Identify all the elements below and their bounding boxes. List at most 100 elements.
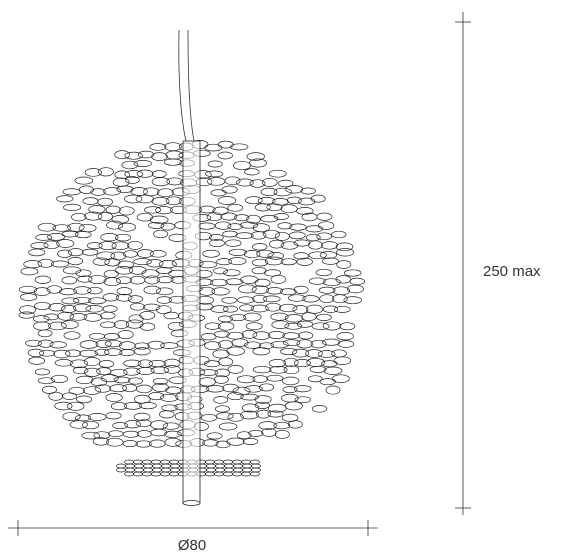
shade-cell bbox=[139, 311, 156, 320]
shade-cell bbox=[69, 420, 88, 429]
shade-cell bbox=[339, 322, 356, 331]
shade-cell bbox=[28, 248, 46, 257]
shade-cell bbox=[81, 431, 101, 440]
pendant-lamp bbox=[18, 29, 365, 506]
shade-cell bbox=[202, 439, 219, 447]
base-cell bbox=[251, 467, 261, 473]
shade-cell bbox=[244, 196, 263, 205]
shade-cell bbox=[316, 313, 332, 321]
shade-cell bbox=[215, 412, 234, 420]
shade-cell bbox=[264, 269, 282, 277]
shade-cell bbox=[73, 303, 92, 313]
base-cell bbox=[232, 459, 242, 465]
shade-cell bbox=[288, 294, 306, 302]
shade-cell bbox=[309, 365, 327, 373]
base-cell bbox=[124, 459, 134, 465]
shade-cell bbox=[151, 170, 167, 178]
base-cell bbox=[143, 467, 153, 473]
shade-cell bbox=[239, 304, 255, 312]
shade-cell bbox=[73, 286, 92, 295]
shade-cell bbox=[144, 206, 162, 214]
shade-cell bbox=[214, 330, 230, 338]
shade-cell bbox=[252, 375, 268, 383]
diameter-label: Ø80 bbox=[178, 537, 206, 554]
shade-cell bbox=[209, 239, 225, 248]
shade-cell bbox=[215, 440, 231, 449]
shade-cell bbox=[281, 376, 300, 386]
shade-cell bbox=[335, 275, 352, 284]
shade-cell bbox=[296, 207, 314, 215]
shade-cell bbox=[332, 286, 350, 296]
shade-cell bbox=[137, 359, 153, 368]
shade-cell bbox=[254, 401, 270, 409]
base-cell bbox=[134, 467, 144, 473]
shade-cell bbox=[319, 251, 338, 259]
shade-cell bbox=[32, 315, 50, 323]
shade-cell bbox=[82, 386, 102, 395]
shade-cell bbox=[67, 248, 84, 257]
shade-cell bbox=[252, 347, 271, 356]
shade-cell bbox=[305, 349, 323, 358]
shade-cell bbox=[61, 305, 77, 314]
shade-cell bbox=[273, 213, 289, 220]
shade-cell bbox=[283, 357, 299, 367]
shade-cell bbox=[323, 366, 343, 375]
shade-cell bbox=[88, 274, 107, 285]
shade-cell bbox=[218, 422, 238, 431]
shade-cell bbox=[251, 258, 269, 267]
shade-cell bbox=[130, 187, 148, 196]
base-cell bbox=[206, 467, 216, 473]
shade-cell bbox=[52, 224, 72, 232]
shade-cell bbox=[349, 277, 365, 286]
shade-cell bbox=[310, 194, 326, 203]
shade-cell bbox=[200, 333, 217, 341]
shade-cell bbox=[221, 185, 238, 194]
shade-cell bbox=[85, 305, 104, 313]
shade-cell bbox=[114, 150, 130, 160]
shade-cell bbox=[202, 249, 220, 258]
shade-cell bbox=[43, 313, 59, 321]
shade-cell bbox=[270, 274, 287, 284]
shade-cell bbox=[106, 437, 124, 447]
shade-cell bbox=[238, 284, 257, 294]
shade-cell bbox=[318, 286, 336, 294]
shade-cell bbox=[336, 248, 355, 257]
shade-cell bbox=[54, 401, 73, 411]
shade-cell bbox=[232, 160, 252, 171]
shade-cell bbox=[284, 314, 304, 323]
shade-cell bbox=[270, 312, 289, 321]
base-cell bbox=[224, 467, 234, 473]
base-cell bbox=[151, 471, 161, 477]
shade-cell bbox=[136, 367, 155, 375]
shade-cell bbox=[79, 340, 99, 349]
base-cell bbox=[215, 467, 225, 473]
shade-cell bbox=[57, 311, 74, 321]
shade-cell bbox=[229, 313, 247, 322]
shade-cell bbox=[102, 293, 119, 302]
shade-cell bbox=[271, 320, 290, 329]
shade-cell bbox=[164, 437, 182, 447]
base-cell bbox=[169, 459, 179, 465]
shade-cell bbox=[143, 285, 161, 295]
shade-cell bbox=[217, 140, 234, 149]
shade-cell bbox=[127, 240, 143, 250]
shade-cell bbox=[122, 440, 138, 448]
shade-cell bbox=[74, 176, 94, 185]
shade-cell bbox=[277, 222, 293, 230]
shade-cell bbox=[27, 348, 45, 358]
shade-cell bbox=[225, 278, 244, 286]
shade-cell bbox=[18, 285, 38, 294]
shade-cell bbox=[308, 277, 326, 285]
shade-cell bbox=[41, 385, 57, 394]
shade-cell bbox=[125, 176, 140, 184]
shade-cell bbox=[34, 368, 50, 376]
shade-cell bbox=[319, 378, 336, 386]
shade-cell bbox=[274, 429, 290, 439]
shade-cell bbox=[149, 215, 169, 224]
shade-cell bbox=[166, 177, 183, 186]
shade-cell bbox=[256, 409, 271, 419]
shade-cell bbox=[165, 386, 182, 394]
shade-cell bbox=[250, 304, 269, 313]
shade-cell bbox=[214, 221, 232, 230]
shade-cell bbox=[136, 249, 154, 258]
